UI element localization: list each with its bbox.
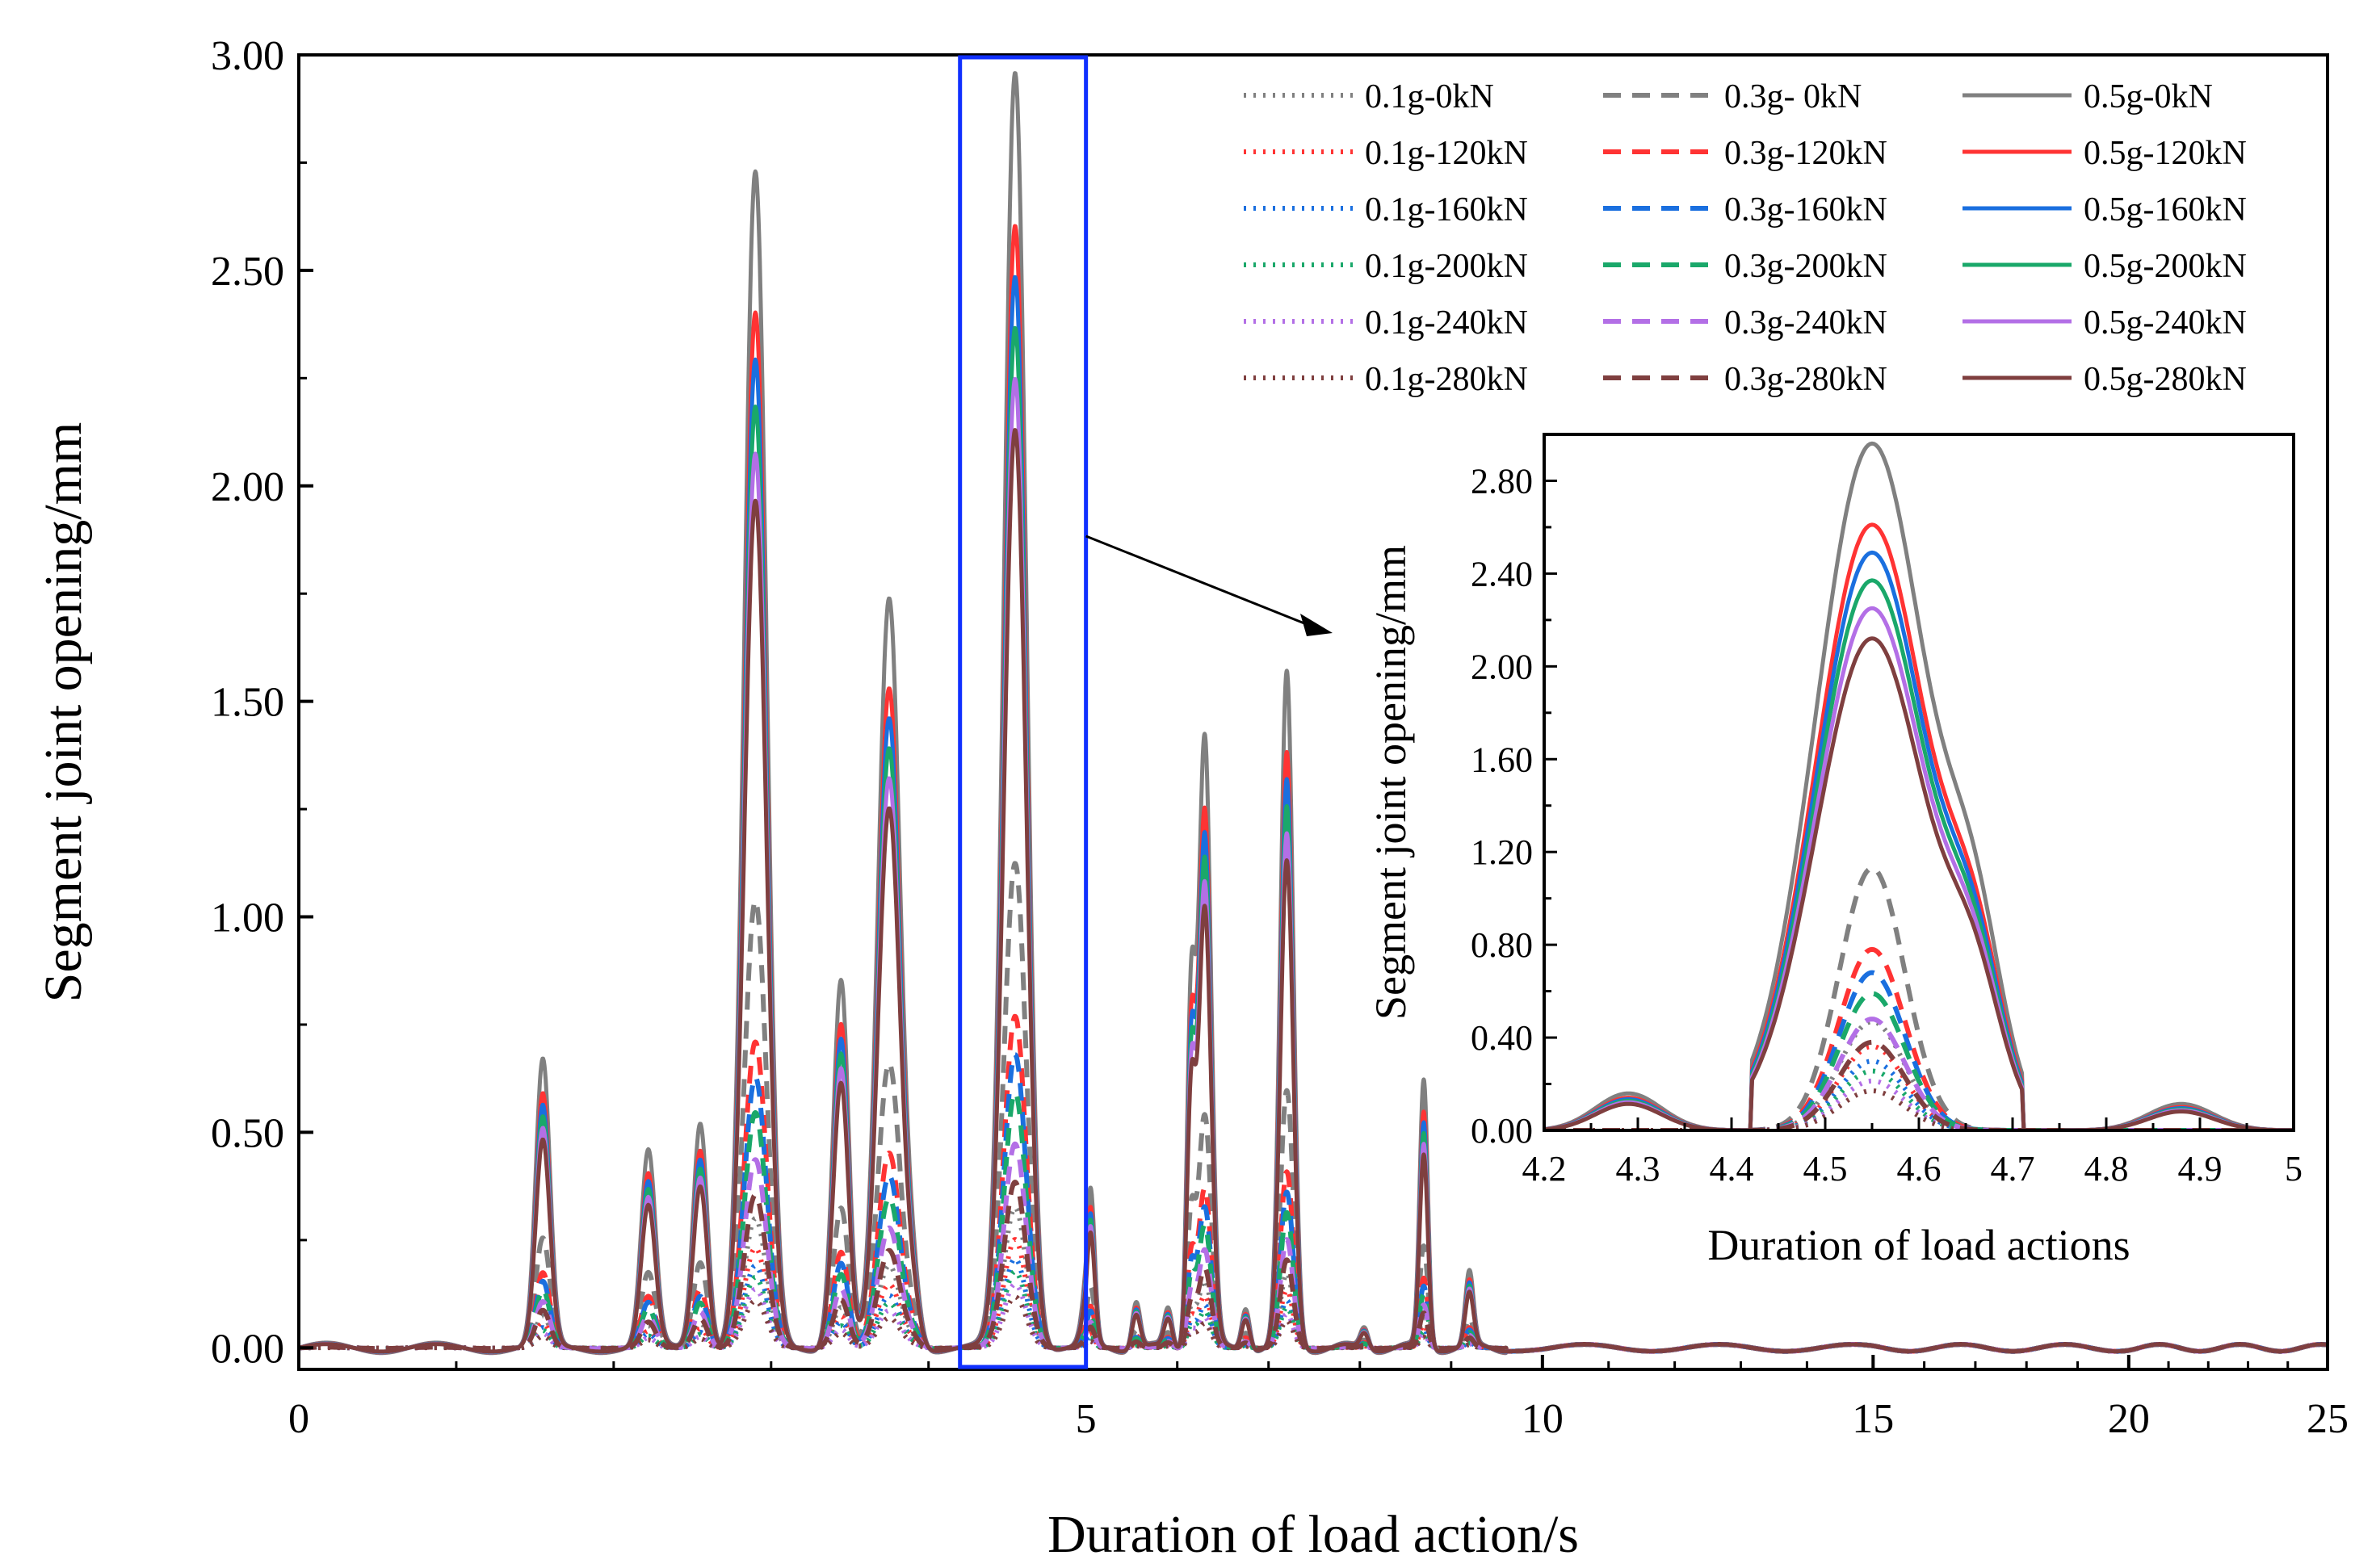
inset-y-tick-label: 2.00	[1471, 647, 1533, 686]
y-tick-label: 2.00	[211, 464, 284, 510]
y-axis-title: Segment joint opening/mm	[34, 422, 93, 1003]
legend-label: 0.3g-240kN	[1724, 304, 1887, 342]
y-tick-label: 1.00	[211, 895, 284, 941]
inset-y-tick-label: 0.80	[1471, 925, 1533, 965]
inset-y-axis-title: Segment joint opening/mm	[1366, 545, 1415, 1020]
series-line-0.5g-280kn	[299, 428, 2328, 1354]
inset-series-line-0.3g-200kn	[1544, 991, 2294, 1130]
x-tick-label: 15	[1852, 1396, 1894, 1442]
zoom-region-box	[958, 55, 1089, 1369]
legend-label: 0.5g-0kN	[2084, 78, 2213, 115]
y-tick-label: 2.50	[211, 249, 284, 295]
legend-label: 0.1g-120kN	[1365, 135, 1528, 172]
inset-series-line-0.3g-280kn	[1544, 1039, 2294, 1130]
x-tick-label: 10	[1522, 1396, 1564, 1442]
legend-label: 0.1g-200kN	[1365, 248, 1528, 285]
zoom-arrow-line	[1085, 535, 1317, 630]
inset-x-tick-label: 4.7	[1991, 1149, 2035, 1189]
inset-x-tick-label: 5	[2285, 1149, 2303, 1189]
inset-x-axis-title: Duration of load actions	[1707, 1221, 2130, 1269]
inset-x-tick-label: 4.4	[1710, 1149, 1754, 1189]
x-tick-label: 25	[2307, 1396, 2349, 1442]
inset-x-tick-label: 4.5	[1803, 1149, 1848, 1189]
y-tick-label: 1.50	[211, 680, 284, 726]
legend-label: 0.1g-240kN	[1365, 304, 1528, 342]
inset-x-tick-label: 4.8	[2084, 1149, 2129, 1189]
y-tick-label: 0.50	[211, 1110, 284, 1156]
inset-y-tick-label: 2.40	[1471, 554, 1533, 593]
x-axis-title: Duration of load action/s	[1047, 1505, 1579, 1564]
legend: 0.1g-0kN 0.3g- 0kN 0.5g-0kN 0.1g-120kN 0.3g-…	[1244, 78, 2247, 398]
inset-y-tick-label: 1.20	[1471, 832, 1533, 872]
inset-y-tick-label: 2.80	[1471, 461, 1533, 501]
x-tick-label: 5	[1076, 1396, 1097, 1442]
legend-label: 0.3g-280kN	[1724, 361, 1887, 398]
inset-y-tick-label: 1.60	[1471, 740, 1533, 779]
main-chart: 0.00 0.50 1.00 1.50 2.00 2.50 3.00 0 5 10 15 20 25 Du…	[34, 33, 2349, 1564]
inset-background	[1544, 434, 2294, 1130]
zoom-arrow-head	[1300, 614, 1333, 636]
legend-label: 0.1g-0kN	[1365, 78, 1494, 115]
inset-x-tick-label: 4.2	[1522, 1149, 1567, 1189]
legend-label: 0.1g-160kN	[1365, 191, 1528, 228]
legend-label: 0.5g-240kN	[2084, 304, 2247, 342]
inset-x-tick-label: 4.3	[1616, 1149, 1660, 1189]
inset-x-tick-label: 4.9	[2178, 1149, 2223, 1189]
y-tick-label: 0.00	[211, 1326, 284, 1372]
series-line-0.1g-240kn	[299, 1281, 2328, 1354]
main-series-group	[299, 71, 2328, 1356]
x-tick-label: 0	[288, 1396, 309, 1442]
inset-y-tick-label: 0.00	[1471, 1111, 1533, 1151]
series-line-0.1g-280kn	[299, 1294, 2328, 1354]
inset-series-line-0.3g-160kn	[1544, 970, 2294, 1130]
inset-x-tick-label: 4.6	[1897, 1149, 1942, 1189]
legend-label: 0.3g-200kN	[1724, 248, 1887, 285]
series-line-0.1g-200kn	[299, 1268, 2328, 1354]
legend-label: 0.5g-160kN	[2084, 191, 2247, 228]
inset-series-line-0.3g-240kn	[1544, 1017, 2294, 1130]
inset-series-group	[1544, 441, 2294, 1130]
legend-label: 0.5g-280kN	[2084, 361, 2247, 398]
x-tick-label: 20	[2108, 1396, 2150, 1442]
legend-label: 0.3g-120kN	[1724, 135, 1887, 172]
series-line-0.1g-160kn	[299, 1256, 2328, 1354]
legend-label: 0.5g-200kN	[2084, 248, 2247, 285]
legend-label: 0.5g-120kN	[2084, 135, 2247, 172]
inset-chart: 0.00 0.40 0.80 1.20 1.60 2.00 2.40 2.80 4.2 4.3 4.…	[1366, 433, 2303, 1269]
legend-label: 0.1g-280kN	[1365, 361, 1528, 398]
main-plot-frame	[297, 53, 2329, 1371]
legend-label: 0.3g- 0kN	[1724, 78, 1862, 115]
legend-label: 0.3g-160kN	[1724, 191, 1887, 228]
inset-y-tick-label: 0.40	[1471, 1018, 1533, 1058]
inset-series-line-0.5g-280kn	[1544, 636, 2294, 1130]
y-tick-label: 3.00	[211, 33, 284, 79]
